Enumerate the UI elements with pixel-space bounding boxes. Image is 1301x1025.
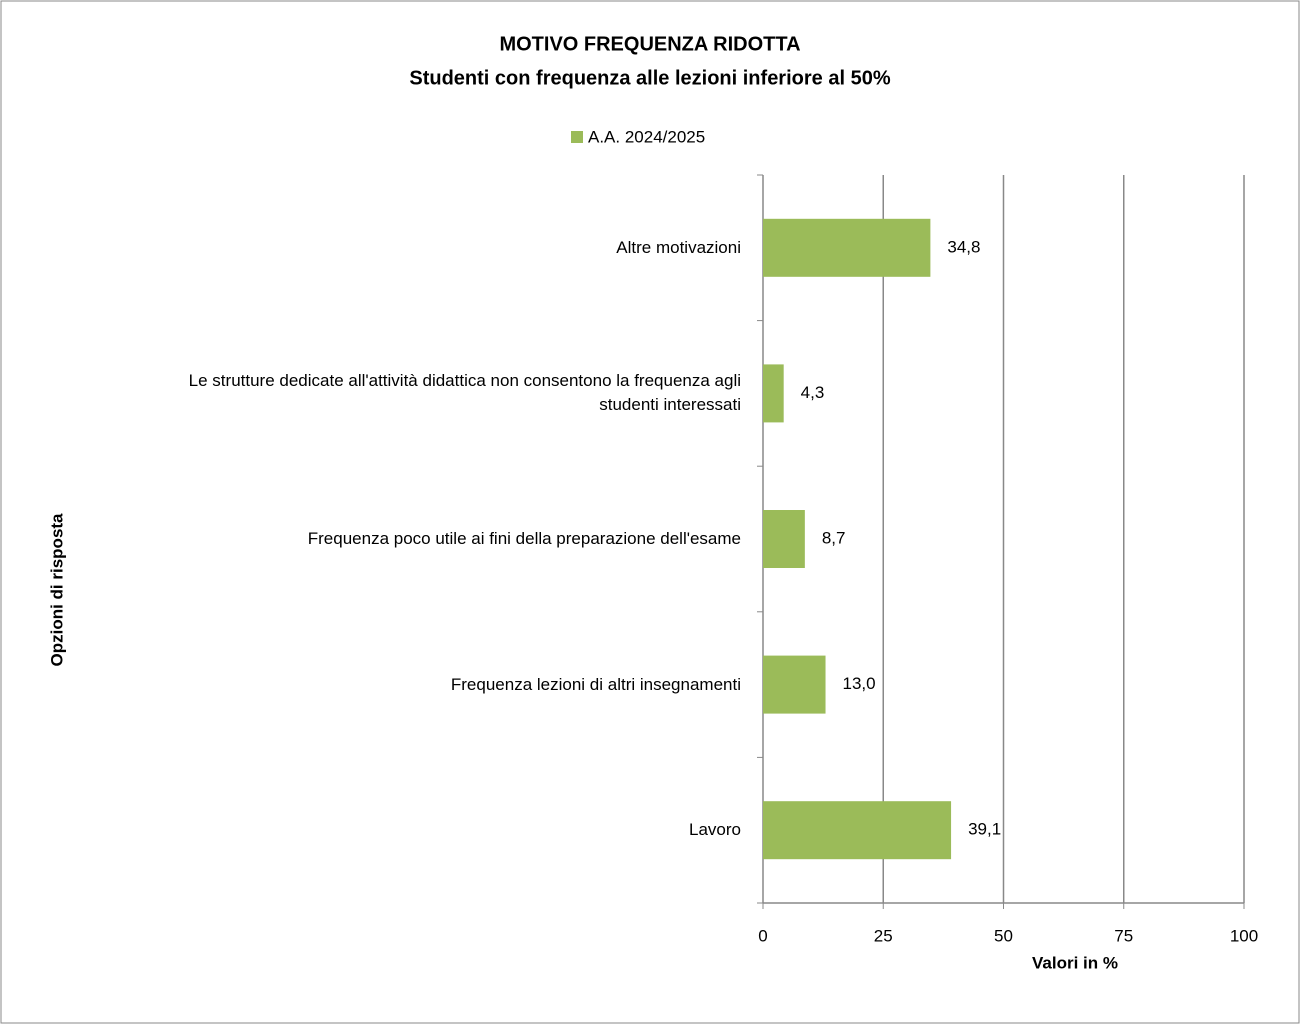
legend-label: A.A. 2024/2025: [588, 127, 705, 146]
x-tick-label: 50: [994, 926, 1013, 945]
y-tick-label: Lavoro: [689, 820, 741, 840]
bar: [763, 510, 805, 568]
x-axis-title: Valori in %: [1032, 953, 1118, 972]
bar: [763, 364, 784, 423]
x-tick-label: 0: [758, 926, 767, 945]
y-axis-title: Opzioni di risposta: [47, 513, 66, 667]
chart-title: MOTIVO FREQUENZA RIDOTTA: [499, 33, 800, 55]
x-tick-label: 75: [1114, 926, 1133, 945]
x-tick-label: 25: [874, 926, 893, 945]
y-tick-label: Frequenza lezioni di altri insegnamenti: [450, 674, 741, 694]
data-label: 39,1: [968, 820, 1001, 839]
y-tick-label: Frequenza poco utile ai fini della prepa…: [307, 529, 741, 548]
bar: [763, 218, 931, 277]
chart-subtitle: Studenti con frequenza alle lezioni infe…: [409, 67, 890, 89]
bar: [763, 801, 952, 860]
y-tick-label: Le strutture dedicate all'attività didat…: [188, 371, 741, 415]
data-label: 4,3: [801, 383, 825, 402]
data-label: 34,8: [947, 237, 980, 256]
data-label: 13,0: [843, 674, 876, 693]
y-tick-label: Altre motivazioni: [616, 237, 741, 257]
x-tick-label: 100: [1230, 926, 1258, 945]
bar: [763, 655, 826, 714]
data-label: 8,7: [822, 528, 846, 547]
legend-swatch: [571, 131, 583, 143]
